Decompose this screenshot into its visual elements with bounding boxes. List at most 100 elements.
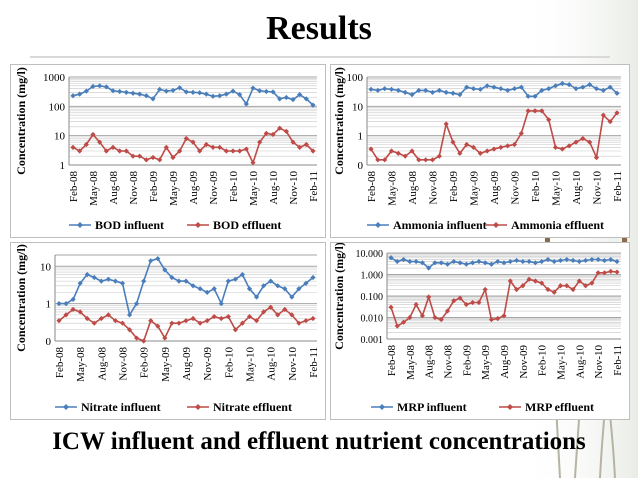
mrp-effluent-data-point <box>407 314 413 321</box>
mrp-influent-data-point <box>532 260 538 266</box>
mrp-influent-data-point <box>444 261 451 267</box>
ammonia-effluent-data-point <box>491 146 497 152</box>
bod-influent-data-point <box>250 85 256 91</box>
bod-effluent-data-point <box>97 139 103 145</box>
bod-effluent-data-point <box>210 144 216 150</box>
bod-influent-data-point <box>83 88 89 94</box>
bod-x-tick-label: May-09 <box>168 171 180 206</box>
mrp-effluent-data-point <box>564 283 570 289</box>
ammonia-x-tick-label: May-09 <box>469 171 481 206</box>
ammonia-influent-data-point <box>600 87 606 93</box>
nitrate-influent-data-point <box>289 294 295 300</box>
nitrate-x-tick-label: Feb-08 <box>54 347 66 379</box>
bod-y-tick-label: 10 <box>54 131 66 143</box>
ammonia-influent-data-point <box>382 86 388 92</box>
bod-influent-data-point <box>230 88 236 94</box>
mrp-effluent-data-point <box>419 313 425 319</box>
ammonia-effluent-data-point <box>614 110 620 116</box>
ammonia-effluent-data-point <box>457 150 463 156</box>
bod-effluent-data-point <box>163 144 169 150</box>
mrp-chart-svg: 0.001 0.010 0.100 1.000 10.000 Concentration … <box>332 243 624 414</box>
mrp-x-tick-label: Nov-10 <box>593 345 605 379</box>
ammonia-x-tick-label: Nov-10 <box>592 171 604 205</box>
ammonia-effluent-data-point <box>423 157 429 163</box>
bod-influent-data-point <box>150 96 156 102</box>
bod-influent-data-point <box>110 88 116 94</box>
bod-effluent-data-point <box>77 148 83 154</box>
ammonia-effluent-data-point <box>511 141 518 148</box>
nitrate-effluent-data-point <box>268 304 274 310</box>
nitrate-effluent-data-point <box>126 327 133 333</box>
bod-influent-data-point <box>217 93 223 99</box>
mrp-effluent-data-point <box>614 269 620 275</box>
bod-effluent-data-point <box>303 141 309 148</box>
bod-influent-data-point <box>123 89 129 95</box>
ammonia-effluent-data-point <box>607 119 613 125</box>
nitrate-y-tick-label: 0 <box>46 336 52 348</box>
bod-legend-label: BOD influent <box>95 218 164 232</box>
bod-effluent-data-point <box>230 148 236 154</box>
bod-influent-data-point <box>290 96 296 103</box>
ammonia-influent-data-point <box>580 84 586 90</box>
bod-effluent-data-point <box>90 131 96 138</box>
nitrate-chart-svg: 0 1 10 Concentration (mg/l) Feb-08 May-08 Aug-… <box>14 244 320 414</box>
ammonia-effluent-data-point <box>429 157 436 163</box>
nitrate-x-tick-label: Feb-10 <box>223 347 235 379</box>
nitrate-x-tick-label: Nov-08 <box>118 347 130 381</box>
ammonia-effluent-data-point <box>600 112 606 118</box>
ammonia-effluent-data-point <box>470 144 477 150</box>
ammonia-y-tick-label: 1 <box>358 131 364 143</box>
bod-x-tick-label: Aug-10 <box>268 171 280 205</box>
bod-effluent-data-point <box>243 146 249 152</box>
ammonia-effluent-data-point <box>443 121 449 127</box>
mrp-x-tick-label: Aug-08 <box>424 345 436 379</box>
bod-effluent-data-point <box>277 125 283 131</box>
nitrate-influent-data-point <box>148 258 154 264</box>
ammonia-x-tick-label: Feb-11 <box>612 171 624 202</box>
ammonia-effluent-data-point <box>587 139 593 145</box>
nitrate-x-tick-label: May-09 <box>160 347 172 382</box>
ammonia-y-tick-label: 10 <box>352 101 364 113</box>
bod-effluent-data-point <box>130 153 136 159</box>
nitrate-effluent-data-point <box>296 320 302 326</box>
title-divider <box>30 56 610 58</box>
ammonia-influent-data-point <box>470 86 477 92</box>
nitrate-x-tick-label: Aug-10 <box>266 347 278 381</box>
mrp-y-tick-label: 0.010 <box>361 314 384 325</box>
bod-x-tick-label: Nov-08 <box>128 171 140 205</box>
bod-influent-data-point <box>310 102 316 108</box>
nitrate-influent-series-line <box>59 257 314 317</box>
nitrate-effluent-series-line <box>58 306 314 343</box>
nitrate-effluent-data-point <box>91 320 97 326</box>
ammonia-effluent-data-point <box>552 144 559 150</box>
mrp-influent-data-point <box>570 257 576 264</box>
nitrate-effluent-data-point <box>70 306 76 313</box>
bod-effluent-data-point <box>203 141 209 148</box>
bod-influent-data-point <box>157 86 163 92</box>
mrp-influent-data-point <box>463 261 469 267</box>
nitrate-x-tick-label: Aug-08 <box>96 347 108 381</box>
ammonia-influent-data-point <box>587 82 593 88</box>
ammonia-x-tick-label: May-10 <box>551 171 563 206</box>
ammonia-effluent-data-point <box>395 150 401 156</box>
nitrate-x-tick-label: Aug-09 <box>181 347 193 381</box>
bod-effluent-series-line <box>72 127 314 165</box>
ammonia-x-tick-label: Feb-10 <box>530 171 542 203</box>
bod-influent-data-point <box>210 93 216 99</box>
nitrate-chart-panel: 0 1 10 Concentration (mg/l) Feb-08 May-08 Aug-… <box>10 242 326 420</box>
mrp-x-tick-label: Feb-09 <box>461 345 473 377</box>
bod-effluent-data-point <box>283 128 289 134</box>
nitrate-x-tick-label: Nov-09 <box>202 347 214 381</box>
mrp-influent-data-point <box>551 258 557 265</box>
bod-y-tick-label: 1 <box>60 160 66 172</box>
ammonia-y-tick-label: 100 <box>347 72 364 84</box>
slide-caption: ICW influent and effluent nutrient conce… <box>52 428 586 455</box>
ammonia-influent-data-point <box>402 89 408 95</box>
bod-x-tick-label: Aug-09 <box>188 171 200 205</box>
mrp-x-tick-label: Feb-10 <box>537 345 549 377</box>
bod-influent-data-point <box>277 96 283 102</box>
nitrate-x-tick-label: May-08 <box>75 347 87 382</box>
bod-influent-data-point <box>97 83 103 89</box>
mrp-legend-influent: MRP influent <box>371 400 467 414</box>
